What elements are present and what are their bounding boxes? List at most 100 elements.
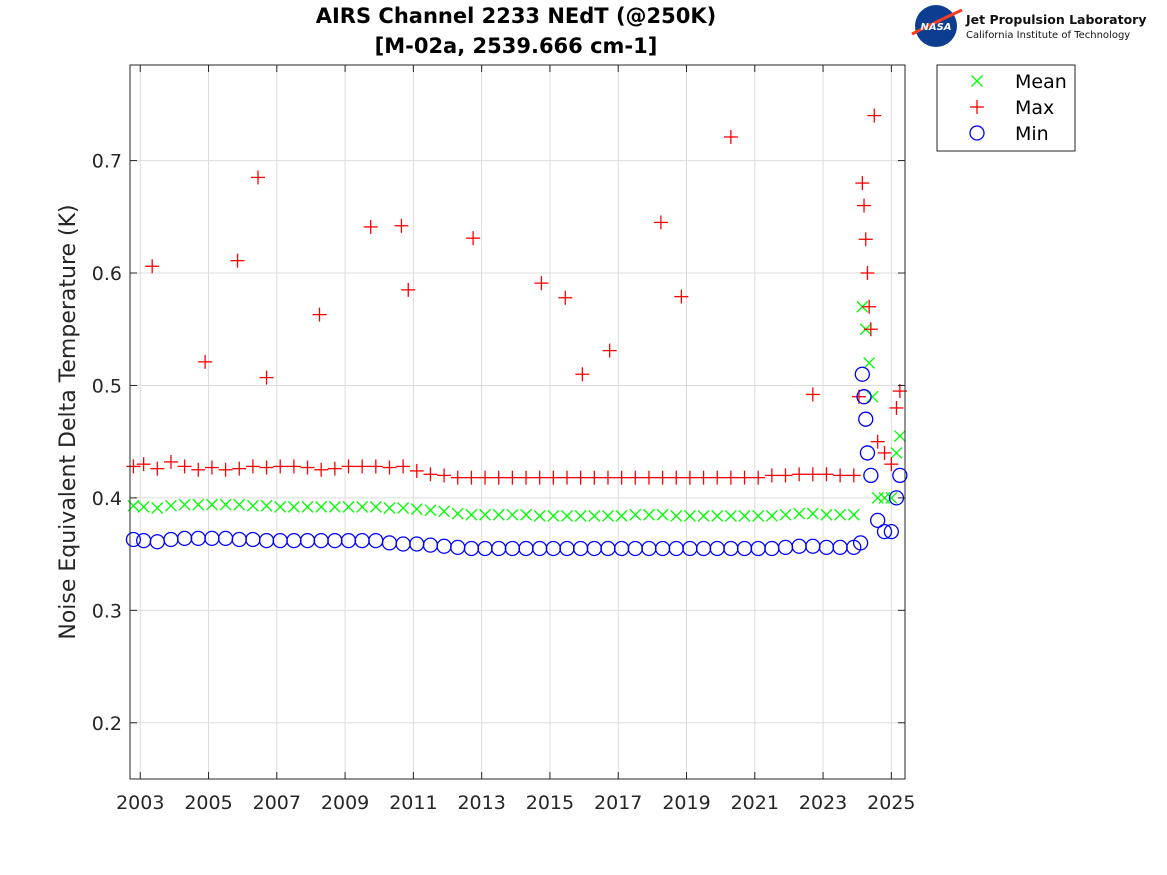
x-tick-label: 2011 (389, 792, 437, 814)
max-point (341, 459, 356, 474)
min-point (876, 523, 893, 540)
x-tick-label: 2009 (321, 792, 369, 814)
min-point (858, 411, 874, 427)
mean-point (506, 508, 519, 521)
max-point (273, 459, 288, 474)
chart-subtitle: [M-02a, 2539.666 cm-1] (375, 34, 658, 58)
max-point (723, 129, 738, 144)
legend-box (936, 64, 1076, 152)
max-point (655, 470, 670, 485)
min-point (892, 467, 908, 484)
min-point (859, 445, 876, 461)
mean-point (793, 507, 806, 520)
max-point (751, 470, 766, 485)
mean-point (752, 509, 765, 522)
x-tick-label: 2019 (662, 792, 710, 814)
legend-mean-marker (971, 75, 983, 87)
max-point (437, 468, 452, 483)
y-axis-label: Noise Equivalent Delta Temperature (K) (56, 204, 81, 639)
max-point (423, 467, 438, 482)
min-point (870, 512, 886, 529)
max-point (145, 259, 160, 274)
x-tick-label: 2015 (526, 792, 574, 814)
mean-point (274, 500, 287, 513)
y-tick-label: 0.4 (92, 488, 122, 510)
grid-lines (130, 65, 905, 779)
mean-point (137, 500, 150, 513)
mean-point (893, 430, 906, 443)
x-tick-label: 2017 (594, 792, 642, 814)
max-point (863, 322, 878, 337)
max-point (286, 459, 301, 474)
x-tick-label: 2013 (457, 792, 505, 814)
mean-point (847, 508, 860, 521)
x-tick-label: 2021 (731, 792, 779, 814)
mean-point (383, 502, 396, 514)
mean-point (151, 502, 164, 514)
max-point (218, 462, 233, 477)
max-point (409, 463, 424, 478)
mean-point (315, 500, 328, 513)
y-tick-label: 0.2 (92, 713, 122, 735)
max-point (534, 276, 549, 291)
legend-max-label: Max (1015, 97, 1054, 119)
mean-point (779, 508, 792, 521)
x-tick-label: 2003 (116, 792, 164, 814)
min-point (125, 531, 142, 548)
max-point (558, 290, 573, 305)
max-point (126, 459, 141, 474)
max-point (163, 454, 178, 469)
mean-point (629, 508, 642, 521)
max-point (805, 387, 820, 402)
mean-point (424, 504, 437, 517)
org-subtitle: California Institute of Technology (966, 30, 1130, 41)
mean-point (410, 503, 423, 516)
mean-point (670, 509, 683, 522)
y-tick-label: 0.3 (92, 600, 122, 622)
max-point (641, 470, 656, 485)
max-point (867, 108, 882, 123)
max-point (382, 460, 397, 475)
max-point (792, 467, 807, 482)
max-point (204, 460, 219, 475)
max-point (396, 459, 411, 474)
mean-point (697, 509, 710, 522)
max-point (737, 470, 752, 485)
max-point (466, 231, 481, 246)
mean-point (301, 500, 314, 513)
mean-point (547, 509, 560, 522)
mean-point (890, 446, 903, 459)
max-point (245, 459, 260, 474)
mean-point (287, 500, 300, 513)
max-point (614, 470, 629, 485)
max-point (846, 468, 861, 483)
legend-max-marker (970, 100, 984, 114)
mean-point (165, 499, 177, 512)
min-point (863, 467, 879, 484)
mean-point (356, 500, 369, 513)
mean-point (479, 508, 492, 521)
min-point (883, 523, 899, 540)
max-point (573, 470, 588, 485)
max-point (600, 470, 615, 485)
max-point (464, 470, 479, 485)
legend: Mean Max Min (936, 64, 1076, 152)
max-point (778, 468, 793, 483)
max-point (653, 215, 668, 230)
y-tick-label: 0.7 (92, 151, 122, 173)
max-point (312, 307, 327, 322)
mean-point (642, 508, 655, 521)
max-point (355, 459, 370, 474)
mean-point (602, 509, 614, 522)
mean-point (451, 507, 464, 520)
max-point (363, 219, 378, 234)
mean-point (588, 509, 601, 522)
min-point (854, 366, 870, 382)
mean-point (397, 502, 410, 514)
max-point (674, 289, 689, 304)
min-point (856, 389, 872, 405)
mean-point (328, 500, 341, 513)
plot-frame (129, 64, 906, 780)
max-point (478, 470, 493, 485)
